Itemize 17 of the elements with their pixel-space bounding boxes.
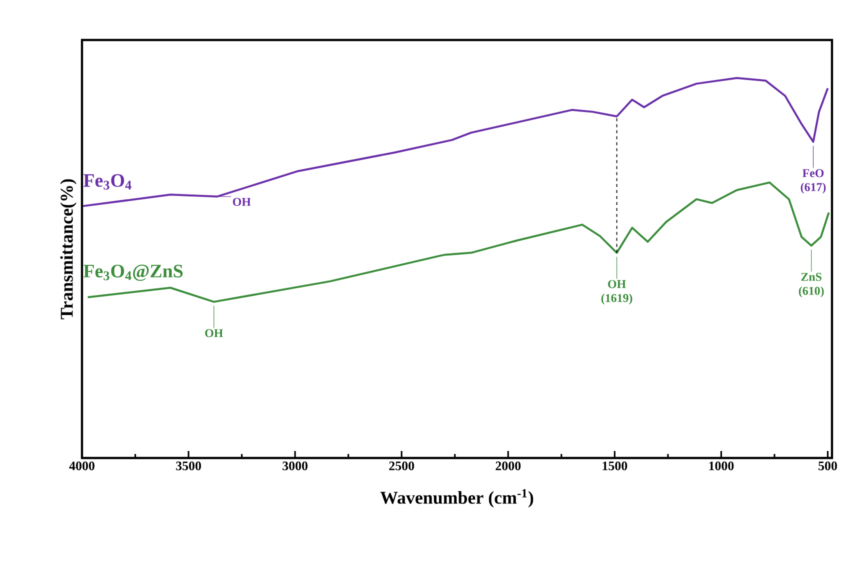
x-axis-title: Wavenumber (cm$^{-1}$) [380, 489, 534, 508]
x-tick-label: 3500 [176, 462, 201, 470]
x-tick-label: 1000 [709, 462, 734, 470]
x-tick-label: 2000 [496, 462, 521, 470]
x-tick-label: 500 [818, 462, 837, 470]
x-tick-label: 2500 [389, 462, 414, 470]
annotation: FeO (617) [800, 169, 826, 194]
annotation: ZnS (610) [798, 272, 824, 298]
annotation: OH [232, 198, 251, 206]
x-tick-label: 4000 [69, 462, 94, 470]
series-label: Fe$_{3}$O$_{4}$@ZnS [84, 264, 183, 281]
x-tick-label: 1500 [602, 462, 628, 470]
annotation: OH (1619) [601, 280, 632, 305]
series-label: Fe$_{3}$O$_{4}$ [84, 174, 132, 190]
y-axis-title: Transmittance(%) [60, 179, 76, 320]
annotation: OH [205, 329, 223, 338]
x-tick-label: 3000 [282, 462, 308, 470]
